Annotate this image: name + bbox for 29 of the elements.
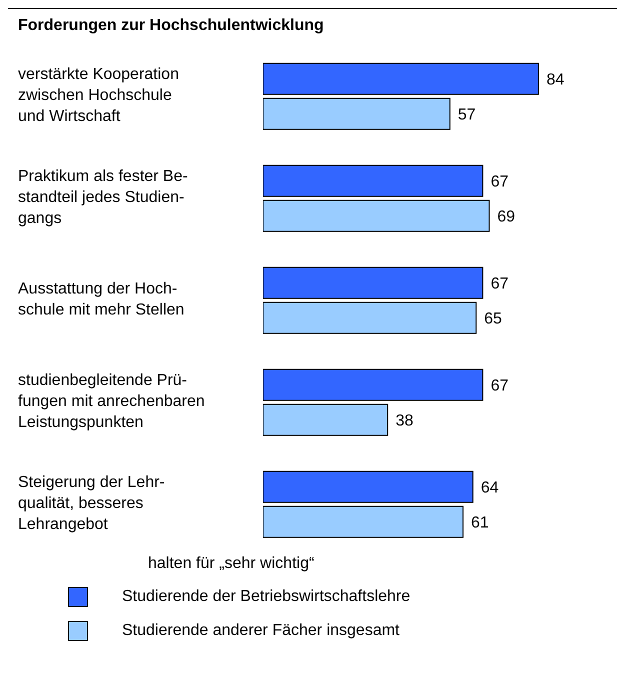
y-tick-label: Steigerung der Lehr- qualität, besseres Lehrangebot [18, 474, 165, 534]
data-label: 57 [458, 106, 476, 124]
legend-label: Studierende der Betriebswirtschaftslehre [122, 588, 410, 606]
data-label: 84 [546, 72, 564, 89]
legend-label: Studierende anderer Fächer insgesamt [122, 622, 400, 640]
bar [263, 368, 484, 401]
bar [263, 62, 539, 95]
bar [263, 200, 490, 232]
bar [263, 98, 450, 130]
bar [263, 404, 388, 436]
y-tick-label: Praktikum als fester Be- standteil jedes Studien- gangs [18, 168, 188, 228]
y-tick-label: Ausstattung der Hoch- schule mit mehr Stellen [18, 280, 184, 319]
data-label: 64 [480, 480, 499, 497]
data-label: 67 [490, 378, 509, 395]
data-label: 67 [490, 276, 509, 293]
chart-title: Forderungen zur Hochschulentwicklung [8, 8, 617, 35]
data-label: 65 [484, 310, 502, 328]
bar [263, 470, 474, 503]
data-label: 38 [396, 412, 414, 430]
bar [263, 266, 484, 299]
bar [263, 506, 464, 538]
data-label: 67 [490, 174, 509, 191]
legend-title: halten für „sehr wichtig“ [148, 555, 316, 573]
data-label: 69 [497, 208, 516, 226]
y-tick-label: studienbegleitende Prü- fungen mit anrechenbaren Leistungspunkten [18, 372, 205, 432]
bar [263, 302, 477, 334]
bar [263, 164, 484, 197]
y-tick-label: verstärkte Kooperation zwischen Hochschule und Wirtschaft [18, 66, 179, 126]
data-label: 61 [471, 514, 489, 532]
